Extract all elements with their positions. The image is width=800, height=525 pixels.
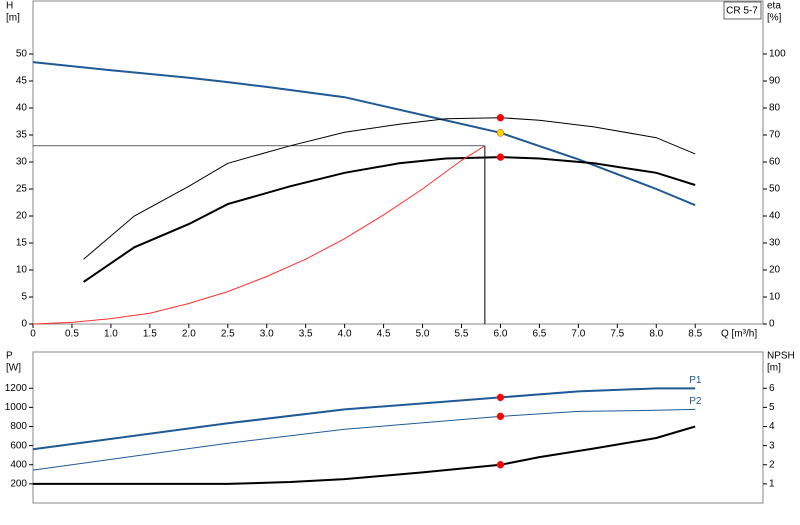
y-tick-label: 35 <box>16 130 28 141</box>
y-tick-label: 15 <box>16 238 28 249</box>
y2-tick-label: 80 <box>769 103 781 114</box>
y2-tick-label: 40 <box>769 211 781 222</box>
curve <box>33 425 696 485</box>
curve <box>83 117 696 260</box>
y2-tick-label: 50 <box>769 184 781 195</box>
y-tick-label: 200 <box>10 479 27 490</box>
x-tick-label: 1.5 <box>143 329 157 340</box>
x-tick-label: 8.0 <box>649 329 663 340</box>
x-tick-label: 3.5 <box>299 329 313 340</box>
curve <box>32 387 696 451</box>
series-label: P2 <box>689 396 702 407</box>
y-tick-label: 25 <box>16 184 28 195</box>
y2-tick-label: 90 <box>769 76 781 87</box>
x-tick-label: 4.5 <box>377 329 391 340</box>
y-tick-label: 400 <box>10 459 27 470</box>
y2-axis-label: eta <box>767 1 781 12</box>
x-tick-label: 7.5 <box>610 329 624 340</box>
y2-tick-label: 60 <box>769 157 781 168</box>
y-tick-label: 1000 <box>5 402 28 413</box>
y-tick-label: 20 <box>16 211 28 222</box>
annotation-box <box>723 1 762 20</box>
curve <box>83 156 696 283</box>
highlight-point <box>496 393 505 402</box>
y-tick-label: 30 <box>16 157 28 168</box>
x-tick-label: 2.0 <box>182 329 196 340</box>
highlight-point <box>496 461 505 469</box>
y-axis-label: P <box>6 351 13 362</box>
y-axis-label: H <box>6 1 13 12</box>
x-tick-label: 6.5 <box>532 329 546 340</box>
x-tick-label: 5.0 <box>416 329 430 340</box>
y-tick-label: 1200 <box>5 383 28 394</box>
y2-tick-label: 4 <box>769 421 775 432</box>
y-axis-unit: [W] <box>6 363 21 374</box>
y2-tick-label: 20 <box>769 265 781 276</box>
y-axis-unit: [m] <box>6 13 20 24</box>
x-tick-label: 2.5 <box>221 329 235 340</box>
highlight-point <box>496 113 505 122</box>
y-tick-label: 800 <box>10 421 27 432</box>
curve <box>32 408 696 471</box>
y2-tick-label: 70 <box>769 130 781 141</box>
x-tick-label: 1.0 <box>104 329 118 340</box>
y2-tick-label: 10 <box>769 292 781 303</box>
highlight-point <box>496 153 505 161</box>
y-tick-label: 5 <box>21 292 27 303</box>
y2-tick-label: 5 <box>769 402 775 413</box>
highlight-point <box>496 412 505 421</box>
x-tick-label: 7.0 <box>571 329 585 340</box>
y-tick-label: 45 <box>16 76 28 87</box>
highlight-point <box>496 129 505 137</box>
x-tick-label: 6.0 <box>493 329 507 340</box>
curve <box>32 61 696 207</box>
y-tick-label: 600 <box>10 440 27 451</box>
x-tick-label: 0 <box>30 329 36 340</box>
x-tick-label: 4.0 <box>338 329 352 340</box>
annotation: CR 5-7 <box>726 6 758 17</box>
x-axis-label: Q [m³/h] <box>721 329 757 340</box>
x-tick-label: 8.5 <box>688 329 702 340</box>
x-tick-label: 0.5 <box>65 329 79 340</box>
y2-axis-unit: [m] <box>767 363 781 374</box>
y2-axis-unit: [%] <box>767 13 782 24</box>
x-tick-label: 5.5 <box>455 329 469 340</box>
y2-tick-label: 1 <box>769 479 775 490</box>
curve <box>32 145 486 325</box>
y2-tick-label: 0 <box>769 319 775 330</box>
y2-tick-label: 100 <box>769 49 786 60</box>
y2-tick-label: 3 <box>769 440 775 451</box>
bottom-plot-frame <box>32 351 764 504</box>
y2-tick-label: 6 <box>769 383 775 394</box>
x-tick-label: 3.0 <box>260 329 274 340</box>
y-tick-label: 50 <box>16 49 28 60</box>
y2-tick-label: 2 <box>769 459 775 470</box>
y-tick-label: 40 <box>16 103 28 114</box>
series-label: P1 <box>689 375 702 386</box>
y-tick-label: 0 <box>21 319 27 330</box>
y2-tick-label: 30 <box>769 238 781 249</box>
y-tick-label: 10 <box>16 265 28 276</box>
y2-axis-label: NPSH <box>767 351 795 362</box>
